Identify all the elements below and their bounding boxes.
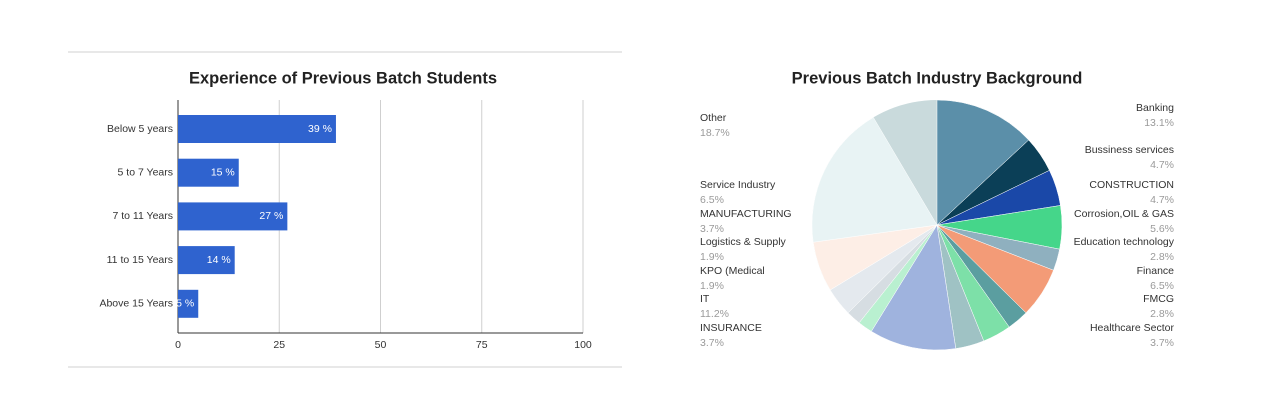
- bar-value-label: 15 %: [211, 166, 235, 178]
- legend-label: Healthcare Sector: [1090, 322, 1175, 334]
- slice-value-label: 1.9%: [700, 280, 724, 292]
- legend-label: Other: [700, 112, 727, 124]
- x-tick-label: 0: [175, 339, 181, 351]
- slice-value-label: 6.5%: [1150, 280, 1174, 292]
- bar-value-label: 39 %: [308, 123, 332, 135]
- pie-slice: [871, 224, 957, 351]
- bar: [178, 246, 235, 275]
- bar-value-label: 5 %: [176, 298, 194, 310]
- slice-value-label: 1.9%: [700, 251, 724, 263]
- slice-value-label: 4.7%: [1150, 159, 1174, 171]
- legend-label: Bussiness services: [1085, 144, 1174, 156]
- legend-label: Banking: [1136, 102, 1174, 114]
- pie-slice: [936, 99, 1030, 226]
- bar: [178, 202, 288, 231]
- y-tick-label: Above 15 Years: [99, 298, 173, 310]
- bar: [178, 158, 239, 187]
- legend-label: KPO (Medical: [700, 265, 765, 277]
- legend-label: INSURANCE: [700, 322, 762, 334]
- legend-label: IT: [700, 293, 710, 305]
- bar-value-label: 14 %: [207, 254, 231, 266]
- legend-label: Logistics & Supply: [700, 236, 787, 248]
- pie-slice: [811, 117, 938, 243]
- x-tick-label: 100: [574, 339, 592, 351]
- chart-title: Experience of Previous Batch Students: [189, 69, 497, 87]
- legend-label: Corrosion,OIL & GAS: [1074, 208, 1174, 220]
- slice-value-label: 6.5%: [700, 194, 724, 206]
- slice-value-label: 13.1%: [1144, 117, 1174, 129]
- y-tick-label: 5 to 7 Years: [118, 166, 173, 178]
- slice-value-label: 2.8%: [1150, 308, 1174, 320]
- legend-label: MANUFACTURING: [700, 208, 792, 220]
- legend-label: Education technology: [1074, 236, 1175, 248]
- slice-value-label: 11.2%: [700, 308, 729, 320]
- slice-value-label: 4.7%: [1150, 194, 1174, 206]
- slice-value-label: 3.7%: [700, 337, 724, 349]
- legend-label: Finance: [1137, 265, 1175, 277]
- legend-label: Service Industry: [700, 179, 776, 191]
- chart-title: Previous Batch Industry Background: [792, 69, 1083, 87]
- x-tick-label: 25: [273, 339, 285, 351]
- bar: [178, 115, 336, 143]
- legend-label: FMCG: [1143, 293, 1174, 305]
- x-tick-label: 75: [476, 339, 488, 351]
- slice-value-label: 3.7%: [700, 223, 724, 235]
- y-tick-label: 7 to 11 Years: [112, 210, 173, 222]
- slice-value-label: 18.7%: [700, 127, 730, 139]
- y-tick-label: Below 5 years: [107, 123, 173, 135]
- slice-value-label: 2.8%: [1150, 251, 1174, 263]
- legend-label: CONSTRUCTION: [1089, 179, 1174, 191]
- slice-value-label: 5.6%: [1150, 223, 1174, 235]
- y-tick-label: 11 to 15 Years: [107, 254, 173, 266]
- slice-value-label: 3.7%: [1150, 337, 1174, 349]
- bar: [178, 289, 199, 318]
- bar-value-label: 27 %: [259, 210, 283, 222]
- x-tick-label: 50: [375, 339, 387, 351]
